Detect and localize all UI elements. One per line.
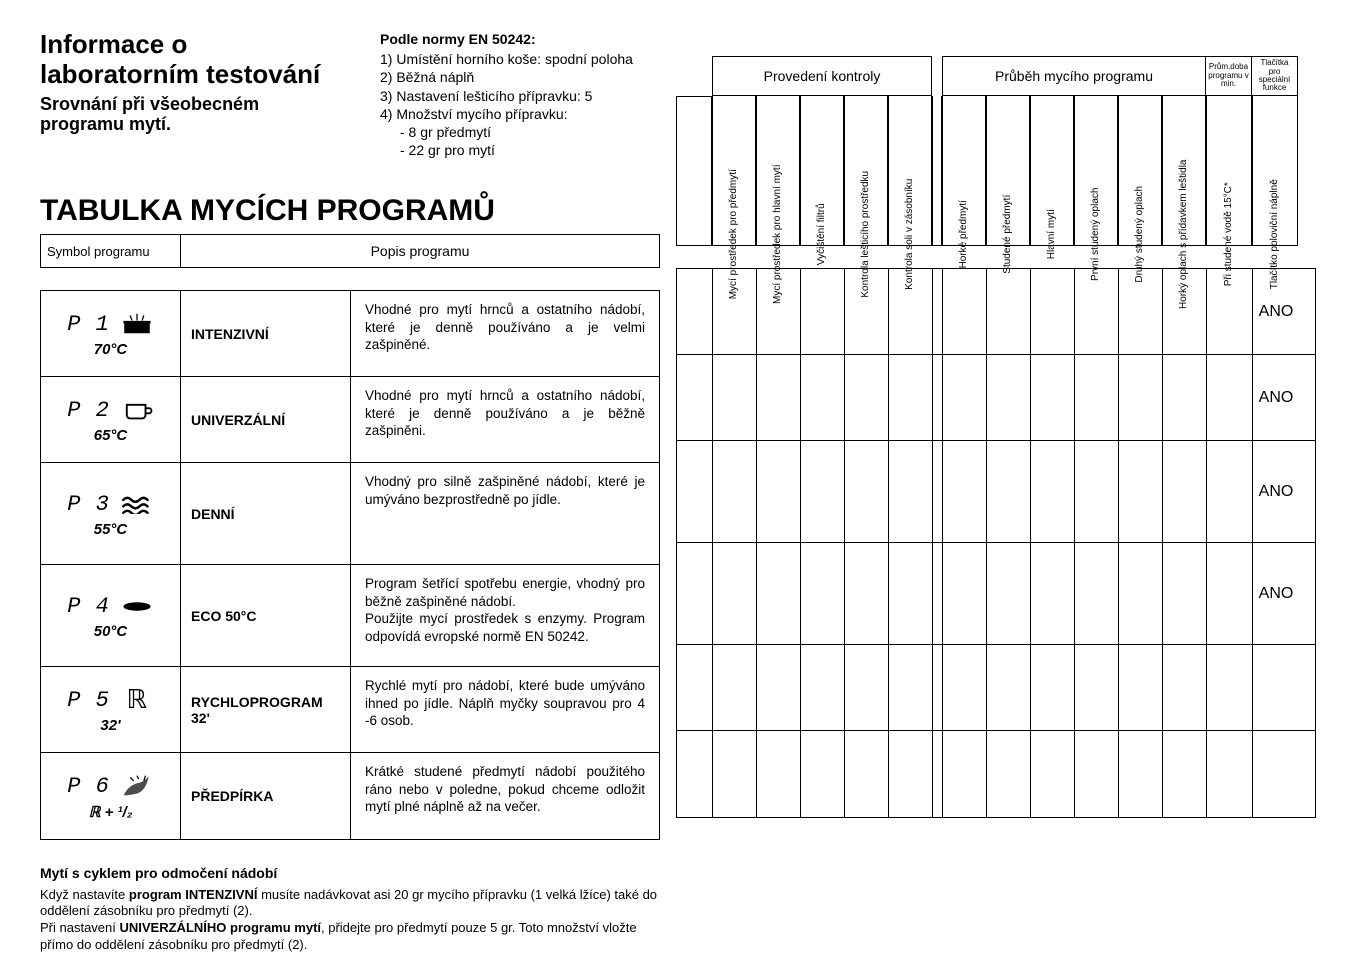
group-header-2: Průběh mycího programu — [942, 56, 1206, 96]
program-symbol: P 5 ℝ 32' — [41, 667, 181, 752]
ano-cell — [1253, 731, 1299, 817]
ano-cell — [1253, 645, 1299, 730]
program-desc: Vhodný pro silně zašpiněné nádobí, které… — [351, 463, 659, 564]
norm-line: 1) Umístění horního koše: spodní poloha — [380, 50, 680, 68]
program-symbol: P 4 50°C — [41, 565, 181, 666]
norm-indent: - 8 gr předmytí — [380, 123, 680, 141]
program-symbol: P 6 ℝ + ¹/₂ — [41, 753, 181, 839]
vertical-header: Kontrola soli v zásobníku — [888, 96, 932, 246]
program-name: DENNÍ — [181, 463, 351, 564]
program-name: RYCHLOPROGRAM 32' — [181, 667, 351, 752]
program-symbol: P 1 70°C — [41, 291, 181, 376]
program-icon — [120, 309, 154, 339]
norm-line: 3) Nastavení lešticího přípravku: 5 — [380, 87, 680, 105]
vertical-header: Horké předmytí — [942, 96, 986, 246]
left-table-header: Symbol programu Popis programu — [40, 234, 660, 268]
program-temp: 70°C — [94, 341, 128, 358]
section-title: TABULKA MYCÍCH PROGRAMŮ — [40, 194, 660, 228]
program-desc: Program šetřící spotřebu energie, vhodný… — [351, 565, 659, 666]
program-symbol: P 3 55°C — [41, 463, 181, 564]
col-popis-header: Popis programu — [181, 235, 659, 267]
small-header-2: Tlačítka pro speciální funkce — [1252, 56, 1298, 96]
program-icon — [120, 489, 154, 519]
col-symbol-header: Symbol programu — [41, 235, 181, 267]
info-subtitle: Srovnání při všeobecném programu mytí. — [40, 94, 340, 135]
program-desc: Krátké studené předmytí nádobí použitého… — [351, 753, 659, 839]
norm-line: 4) Množství mycího přípravku: — [380, 105, 680, 123]
program-name: INTENZIVNÍ — [181, 291, 351, 376]
vertical-header: Vyčištění filtrů — [800, 96, 844, 246]
program-icon — [120, 591, 154, 621]
small-header-1: Prům.doba programu v min. — [1206, 56, 1252, 96]
program-code: P 5 — [67, 688, 110, 713]
program-temp: 32' — [100, 717, 120, 734]
program-code: P 4 — [67, 594, 110, 619]
vertical-header: Hlavní mytí — [1030, 96, 1074, 246]
footer-title: Mytí s cyklem pro odmočení nádobí — [40, 864, 660, 882]
ano-cell: ANO — [1253, 543, 1299, 644]
program-desc: Vhodné pro mytí hrnců a ostatního nádobí… — [351, 291, 659, 376]
check-row: ANO — [677, 543, 1315, 645]
check-row — [677, 731, 1315, 817]
program-icon — [120, 395, 154, 425]
norm-indent: - 22 gr pro mytí — [380, 141, 680, 159]
norm-title: Podle normy EN 50242: — [380, 30, 680, 48]
program-icon: ℝ — [120, 685, 154, 715]
program-row: P 3 55°C DENNÍ Vhodný pro silně zašpiněn… — [41, 463, 659, 565]
program-name: UNIVERZÁLNÍ — [181, 377, 351, 462]
check-row — [677, 645, 1315, 731]
group-header-1: Provedení kontroly — [712, 56, 932, 96]
program-name: PŘEDPÍRKA — [181, 753, 351, 839]
program-symbol: P 2 65°C — [41, 377, 181, 462]
norm-line: 2) Běžná náplň — [380, 68, 680, 86]
program-icon — [120, 771, 154, 801]
program-code: P 1 — [67, 312, 110, 337]
program-temp: 65°C — [94, 427, 128, 444]
vertical-header: Mycí prostředek pro předmytí — [712, 96, 756, 246]
program-row: P 6 ℝ + ¹/₂ PŘEDPÍRKA Krátké studené pře… — [41, 753, 659, 839]
check-row: ANO — [677, 355, 1315, 441]
program-row: P 4 50°C ECO 50°C Program šetřící spotře… — [41, 565, 659, 667]
program-code: P 6 — [67, 774, 110, 799]
program-code: P 2 — [67, 398, 110, 423]
vertical-header: První studený oplach — [1074, 96, 1118, 246]
info-title: Informace o laboratorním testování — [40, 30, 340, 90]
program-name: ECO 50°C — [181, 565, 351, 666]
program-row: P 2 65°C UNIVERZÁLNÍ Vhodné pro mytí hrn… — [41, 377, 659, 463]
program-row: P 5 ℝ 32' RYCHLOPROGRAM 32' Rychlé mytí … — [41, 667, 659, 753]
footer-line2: Při nastavení UNIVERZÁLNÍHO programu myt… — [40, 920, 660, 954]
ano-cell: ANO — [1253, 441, 1299, 542]
programs-table: P 1 70°C INTENZIVNÍ Vhodné pro mytí hrnc… — [40, 290, 660, 840]
right-table: Provedení kontroly Průběh mycího program… — [676, 56, 1316, 818]
ano-cell: ANO — [1253, 355, 1299, 440]
program-row: P 1 70°C INTENZIVNÍ Vhodné pro mytí hrnc… — [41, 291, 659, 377]
vertical-header: Mycí prostředek pro hlavní mytí — [756, 96, 800, 246]
vertical-header: Horký oplach s přídavkem leštidla — [1162, 96, 1206, 246]
program-temp: 55°C — [94, 521, 128, 538]
vertical-header: Při studené vodě 15°C* — [1206, 96, 1252, 246]
program-desc: Rychlé mytí pro nádobí, které bude umývá… — [351, 667, 659, 752]
norm-block: Podle normy EN 50242: 1) Umístění horníh… — [380, 30, 680, 159]
vertical-header: Studené předmytí — [986, 96, 1030, 246]
vertical-header: Druhý studený oplach — [1118, 96, 1162, 246]
program-code: P 3 — [67, 492, 110, 517]
vertical-header: Kontrola lešticího prostředku — [844, 96, 888, 246]
footer-notes: Mytí s cyklem pro odmočení nádobí Když n… — [40, 864, 660, 954]
check-row: ANO — [677, 441, 1315, 543]
program-temp: 50°C — [94, 623, 128, 640]
program-desc: Vhodné pro mytí hrnců a ostatního nádobí… — [351, 377, 659, 462]
program-temp: ℝ + ¹/₂ — [89, 803, 133, 821]
footer-line1: Když nastavíte program INTENZIVNÍ musíte… — [40, 887, 660, 921]
vertical-header: Tlačítko poloviční náplně — [1252, 96, 1298, 246]
